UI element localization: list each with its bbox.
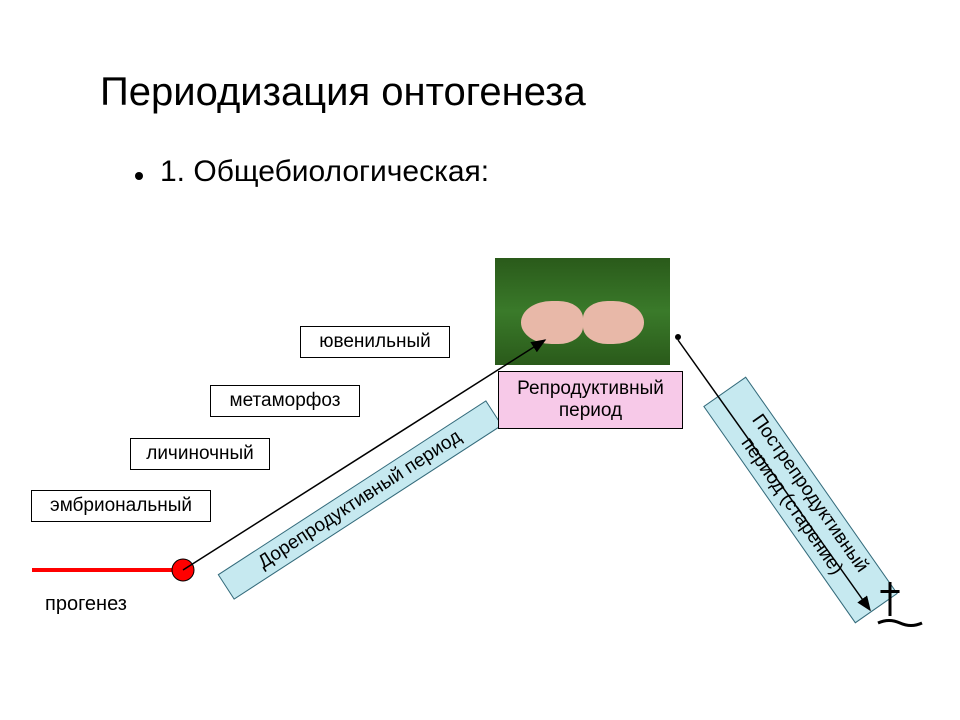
progenez-label: прогенез bbox=[45, 593, 127, 616]
stage-box-larval: личиночный bbox=[130, 438, 270, 470]
postreproductive-box: Пострепродуктивный период (старение) bbox=[703, 377, 898, 624]
pigs-image bbox=[495, 258, 670, 365]
slide-title: Периодизация онтогенеза bbox=[100, 70, 586, 115]
slide: Периодизация онтогенеза 1. Общебиологиче… bbox=[0, 0, 960, 720]
stage-box-metamorphosis: метаморфоз bbox=[210, 385, 360, 417]
prereproductive-box: Дорепродуктивный период bbox=[218, 400, 503, 599]
reproductive-box: Репродуктивный период bbox=[498, 371, 683, 429]
stage-box-juvenile: ювенильный bbox=[300, 326, 450, 358]
slide-subtitle: 1. Общебиологическая: bbox=[160, 155, 489, 189]
bullet-dot bbox=[135, 172, 143, 180]
stage-box-embryonic: эмбриональный bbox=[31, 490, 211, 522]
